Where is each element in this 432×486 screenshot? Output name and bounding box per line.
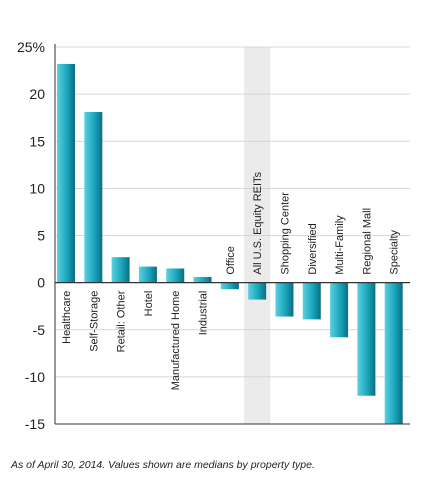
- y-tick-label: 15: [29, 133, 45, 149]
- category-label: Office: [225, 246, 237, 275]
- bar: [111, 257, 130, 283]
- bar: [220, 282, 239, 290]
- category-label: Diversified: [307, 223, 319, 274]
- category-label: Industrial: [198, 291, 210, 336]
- bar: [57, 63, 75, 283]
- y-tick-label: -5: [33, 322, 46, 338]
- chart-caption: As of April 30, 2014. Values shown are m…: [11, 459, 315, 471]
- category-label: Shopping Center: [279, 192, 291, 275]
- bar: [84, 112, 103, 283]
- category-label: Specialty: [389, 229, 401, 274]
- y-tick-label: 10: [29, 180, 45, 196]
- category-label: All U.S. Equity REITs: [252, 171, 264, 274]
- bar: [193, 276, 212, 283]
- y-tick-label: 5: [37, 228, 45, 244]
- y-tick-label: -10: [25, 369, 45, 385]
- bar: [248, 282, 267, 300]
- y-tick-label: -15: [25, 416, 45, 432]
- bar: [275, 282, 294, 317]
- y-tick-label: 20: [29, 86, 45, 102]
- category-label: Manufactured Home: [170, 291, 182, 391]
- category-label: Self-Storage: [88, 291, 100, 352]
- category-label: Regional Mall: [361, 208, 373, 275]
- bar: [138, 266, 157, 283]
- category-label: Hotel: [143, 291, 155, 317]
- bar: [357, 282, 376, 396]
- bar-chart: 25% 20 15 10 5 0 -5 -10 -15 Healthcare Self-Storag…: [17, 39, 410, 432]
- category-label: Retail: Other: [116, 290, 128, 352]
- bar: [166, 268, 185, 283]
- bar: [330, 282, 349, 338]
- category-label: Healthcare: [61, 291, 73, 344]
- bar: [384, 282, 403, 424]
- y-tick-label: 0: [37, 275, 45, 291]
- bar: [302, 282, 321, 320]
- y-tick-label: 25%: [17, 39, 45, 55]
- category-label: Multi-Family: [334, 215, 346, 275]
